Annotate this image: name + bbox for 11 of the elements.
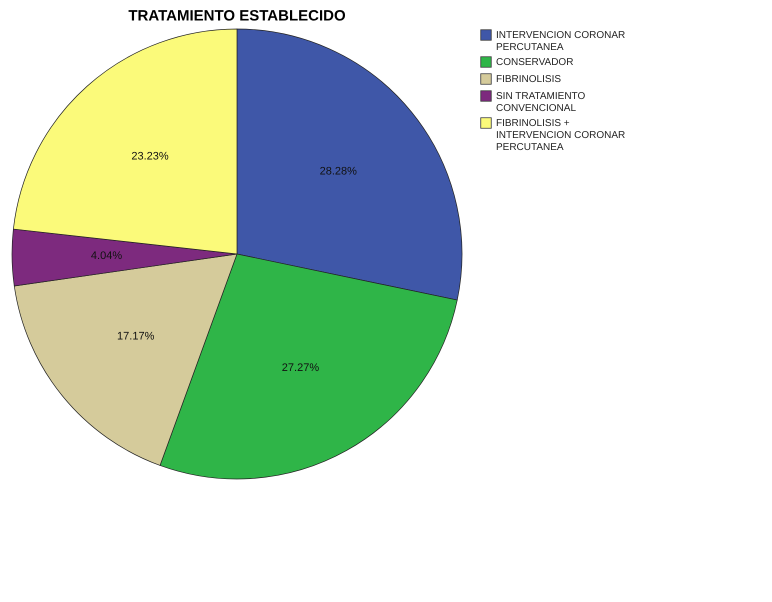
data-label: 23.23%: [131, 150, 169, 163]
data-label: 4.04%: [90, 250, 122, 262]
legend-label: CONSERVADOR: [496, 57, 574, 68]
chart-title: TRATAMIENTO ESTABLECIDO: [128, 8, 346, 25]
data-label: 28.28%: [320, 166, 358, 178]
legend-label: FIBRINOLISIS: [496, 74, 562, 85]
legend-label: SIN TRATAMIENTO CONVENCIONAL: [496, 91, 586, 114]
data-label: 27.27%: [282, 362, 320, 374]
legend-label: FIBRINOLISIS + INTERVENCION CORONAR PERCUTANEA: [496, 118, 626, 153]
legend-label: INTERVENCION CORONAR PERCUTANEA: [496, 30, 626, 53]
data-label: 17.17%: [117, 330, 155, 342]
